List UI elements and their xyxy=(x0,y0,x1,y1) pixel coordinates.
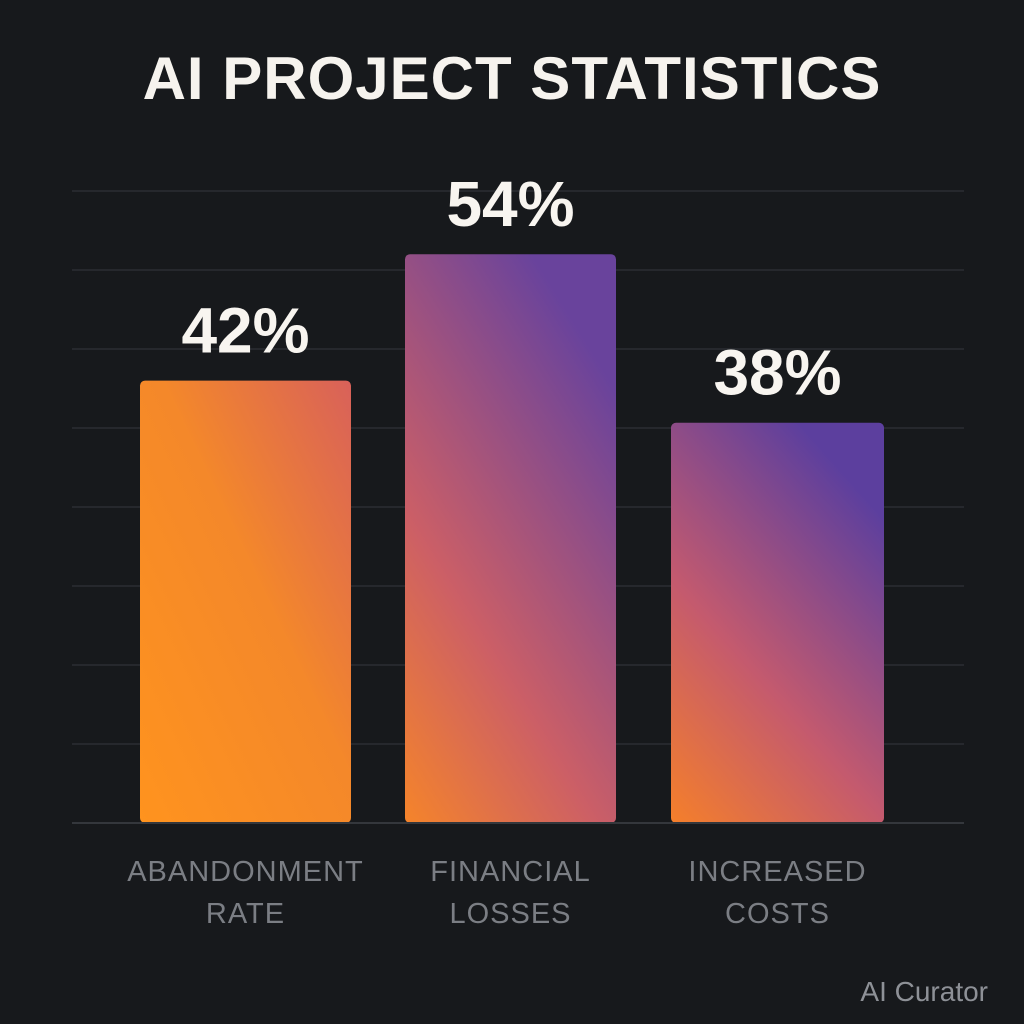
category-label-2-line-0: INCREASED xyxy=(688,856,866,888)
category-label-0-line-0: ABANDONMENT xyxy=(127,856,364,888)
chart-title: AI PROJECT STATISTICS xyxy=(142,45,882,112)
value-label-0: 42% xyxy=(181,295,309,367)
bar-0 xyxy=(140,380,351,823)
bars xyxy=(140,254,884,823)
value-label-1: 54% xyxy=(446,168,574,240)
bar-1 xyxy=(405,254,616,823)
bar-2 xyxy=(671,422,884,823)
value-label-2: 38% xyxy=(713,337,841,409)
category-label-1-line-0: FINANCIAL xyxy=(430,856,590,888)
category-label-2-line-1: COSTS xyxy=(725,898,830,930)
category-label-0-line-1: RATE xyxy=(206,898,285,930)
value-labels: 42% 54% 38% xyxy=(181,168,841,409)
category-label-1-line-1: LOSSES xyxy=(449,898,571,930)
watermark: AI Curator xyxy=(860,976,988,1007)
category-labels: ABANDONMENT RATE FINANCIAL LOSSES INCREASED C… xyxy=(127,856,866,930)
